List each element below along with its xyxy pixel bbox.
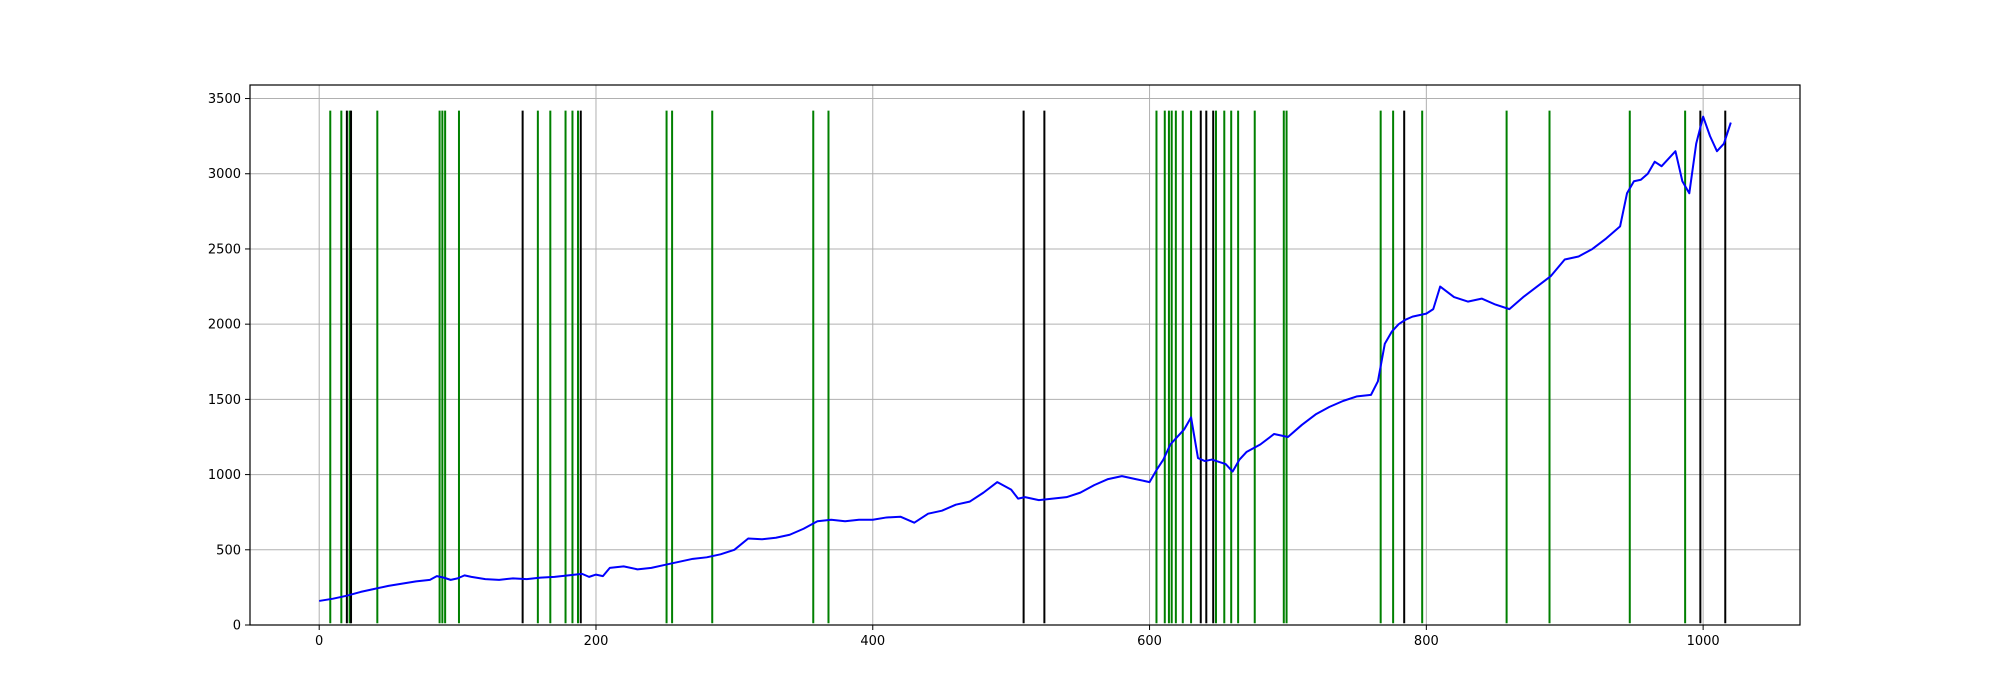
y-tick-label: 1000 [208,468,241,483]
y-tick-label: 2000 [208,318,241,333]
y-tick-label: 3500 [208,92,241,107]
axis-ticks: 0 200 400 600 800 1000 0 500 1000 1500 2000 2500 300… [208,92,1720,649]
series-layer [319,115,1732,602]
x-tick-label: 400 [860,634,885,649]
x-tick-label: 800 [1414,634,1439,649]
x-tick-label: 0 [315,634,323,649]
x-tick-label: 200 [584,634,609,649]
price-series-line [319,115,1732,602]
plot-frame [249,84,1801,626]
y-tick-label: 500 [216,543,241,558]
x-tick-label: 1000 [1687,634,1720,649]
x-tick-label: 600 [1137,634,1162,649]
y-tick-label: 0 [233,619,241,634]
signal-markers [329,110,1727,624]
y-tick-label: 3000 [208,167,241,182]
y-tick-label: 1500 [208,393,241,408]
y-tick-label: 2500 [208,242,241,257]
